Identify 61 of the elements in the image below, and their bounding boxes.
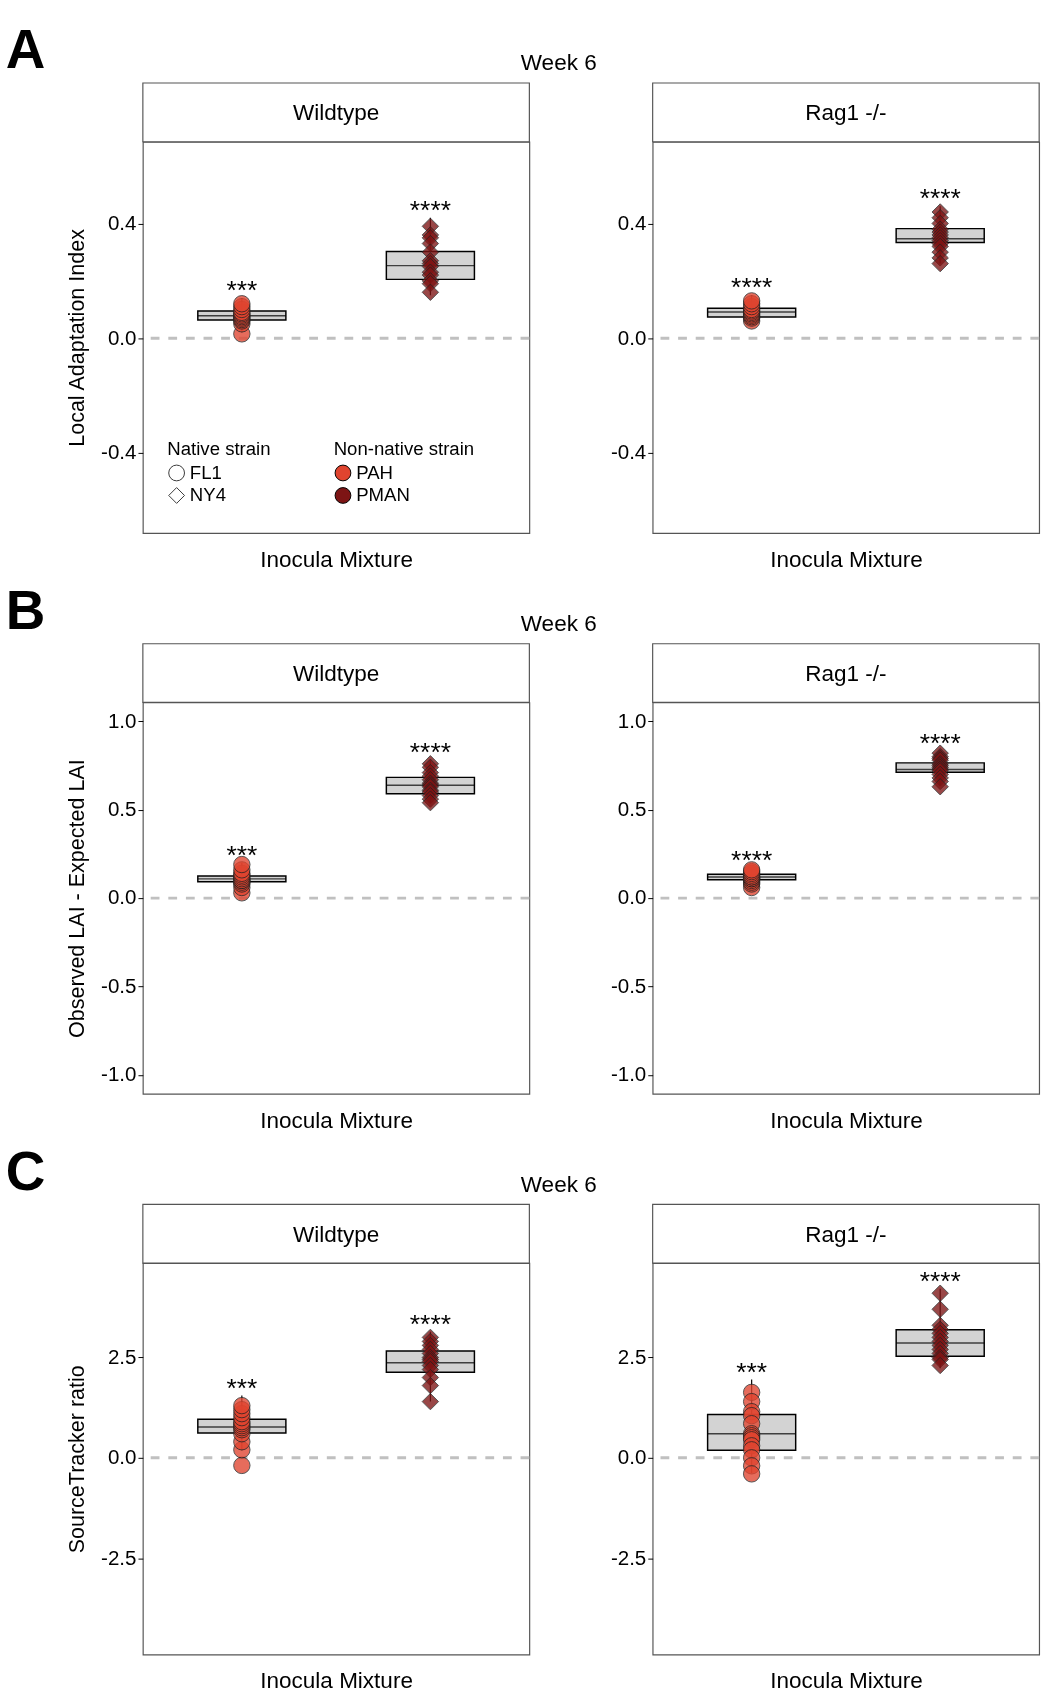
text: A [5,18,46,81]
y-tick-label: -2.5 [610,1545,647,1569]
y-tick-label: 2.5 [617,1344,647,1368]
y-tick-label: -0.4 [610,440,647,464]
y-tick-label: -0.4 [101,440,137,464]
annotation: *** [226,275,258,305]
x-axis-title: Inocula Mixture [260,546,413,572]
text: C [5,1139,46,1202]
legend-label: PMAN [356,484,410,506]
y-tick-label: -1.0 [101,1062,137,1086]
y-tick-label: -2.5 [101,1545,137,1569]
y-tick-label: 0.0 [107,885,137,909]
annotation: NY4 [189,484,226,506]
x-axis-title: Inocula Mixture [260,1107,413,1133]
y-tick-label: 0.4 [107,210,137,234]
legend-label: PAH [356,461,393,483]
y-tick-label: 0.5 [107,797,137,821]
annotation: FL1 [189,461,222,483]
y-axis-title: Local Adaptation Index [65,228,90,447]
y-tick-label: 0.0 [617,325,647,349]
annotation: **** [409,1308,451,1339]
text: Week 6 [520,611,597,636]
y-tick-label: 0.0 [107,325,137,349]
y-axis-title: SourceTracker ratio [65,1365,90,1554]
chart-title: Wildtype [292,660,380,686]
annotation: Native strain [167,437,271,459]
annotation: **** [409,194,451,225]
y-tick-label: 0.0 [617,1445,647,1469]
text: Week 6 [520,1171,597,1197]
y-tick-label: -0.5 [610,973,647,997]
annotation: **** [919,728,961,759]
annotation: **** [731,845,773,876]
annotation: *** [226,1372,258,1403]
text: Week 6 [520,50,597,76]
chart-title: Rag1 -/- [805,100,887,126]
y-tick-label: 0.0 [107,1445,137,1469]
y-tick-label: -1.0 [610,1062,647,1086]
annotation: **** [919,1265,961,1296]
annotation: **** [919,183,961,214]
chart-title: Wildtype [292,1221,380,1247]
legend-title: Non-native strain [333,437,475,459]
annotation: *** [736,1356,768,1387]
chart-title: Rag1 -/- [805,660,887,686]
annotation: **** [731,272,773,303]
chart-title: Rag1 -/- [805,1221,887,1247]
y-tick-label: -0.5 [101,973,137,997]
y-tick-label: 1.0 [617,708,647,732]
annotation: **** [409,737,451,768]
y-tick-label: 0.0 [617,885,647,909]
x-axis-title: Inocula Mixture [770,1107,923,1133]
x-axis-title: Inocula Mixture [770,546,923,572]
text: B [5,579,46,642]
x-axis-title: Inocula Mixture [770,1668,923,1688]
y-tick-label: 2.5 [107,1344,137,1368]
chart-title: Wildtype [292,100,380,126]
y-tick-label: 0.4 [617,210,647,234]
x-axis-title: Inocula Mixture [260,1668,413,1688]
annotation: *** [226,839,258,870]
y-tick-label: 0.5 [617,797,647,821]
y-tick-label: 1.0 [107,708,137,732]
y-axis-title: Observed LAI - Expected LAI [65,759,90,1038]
